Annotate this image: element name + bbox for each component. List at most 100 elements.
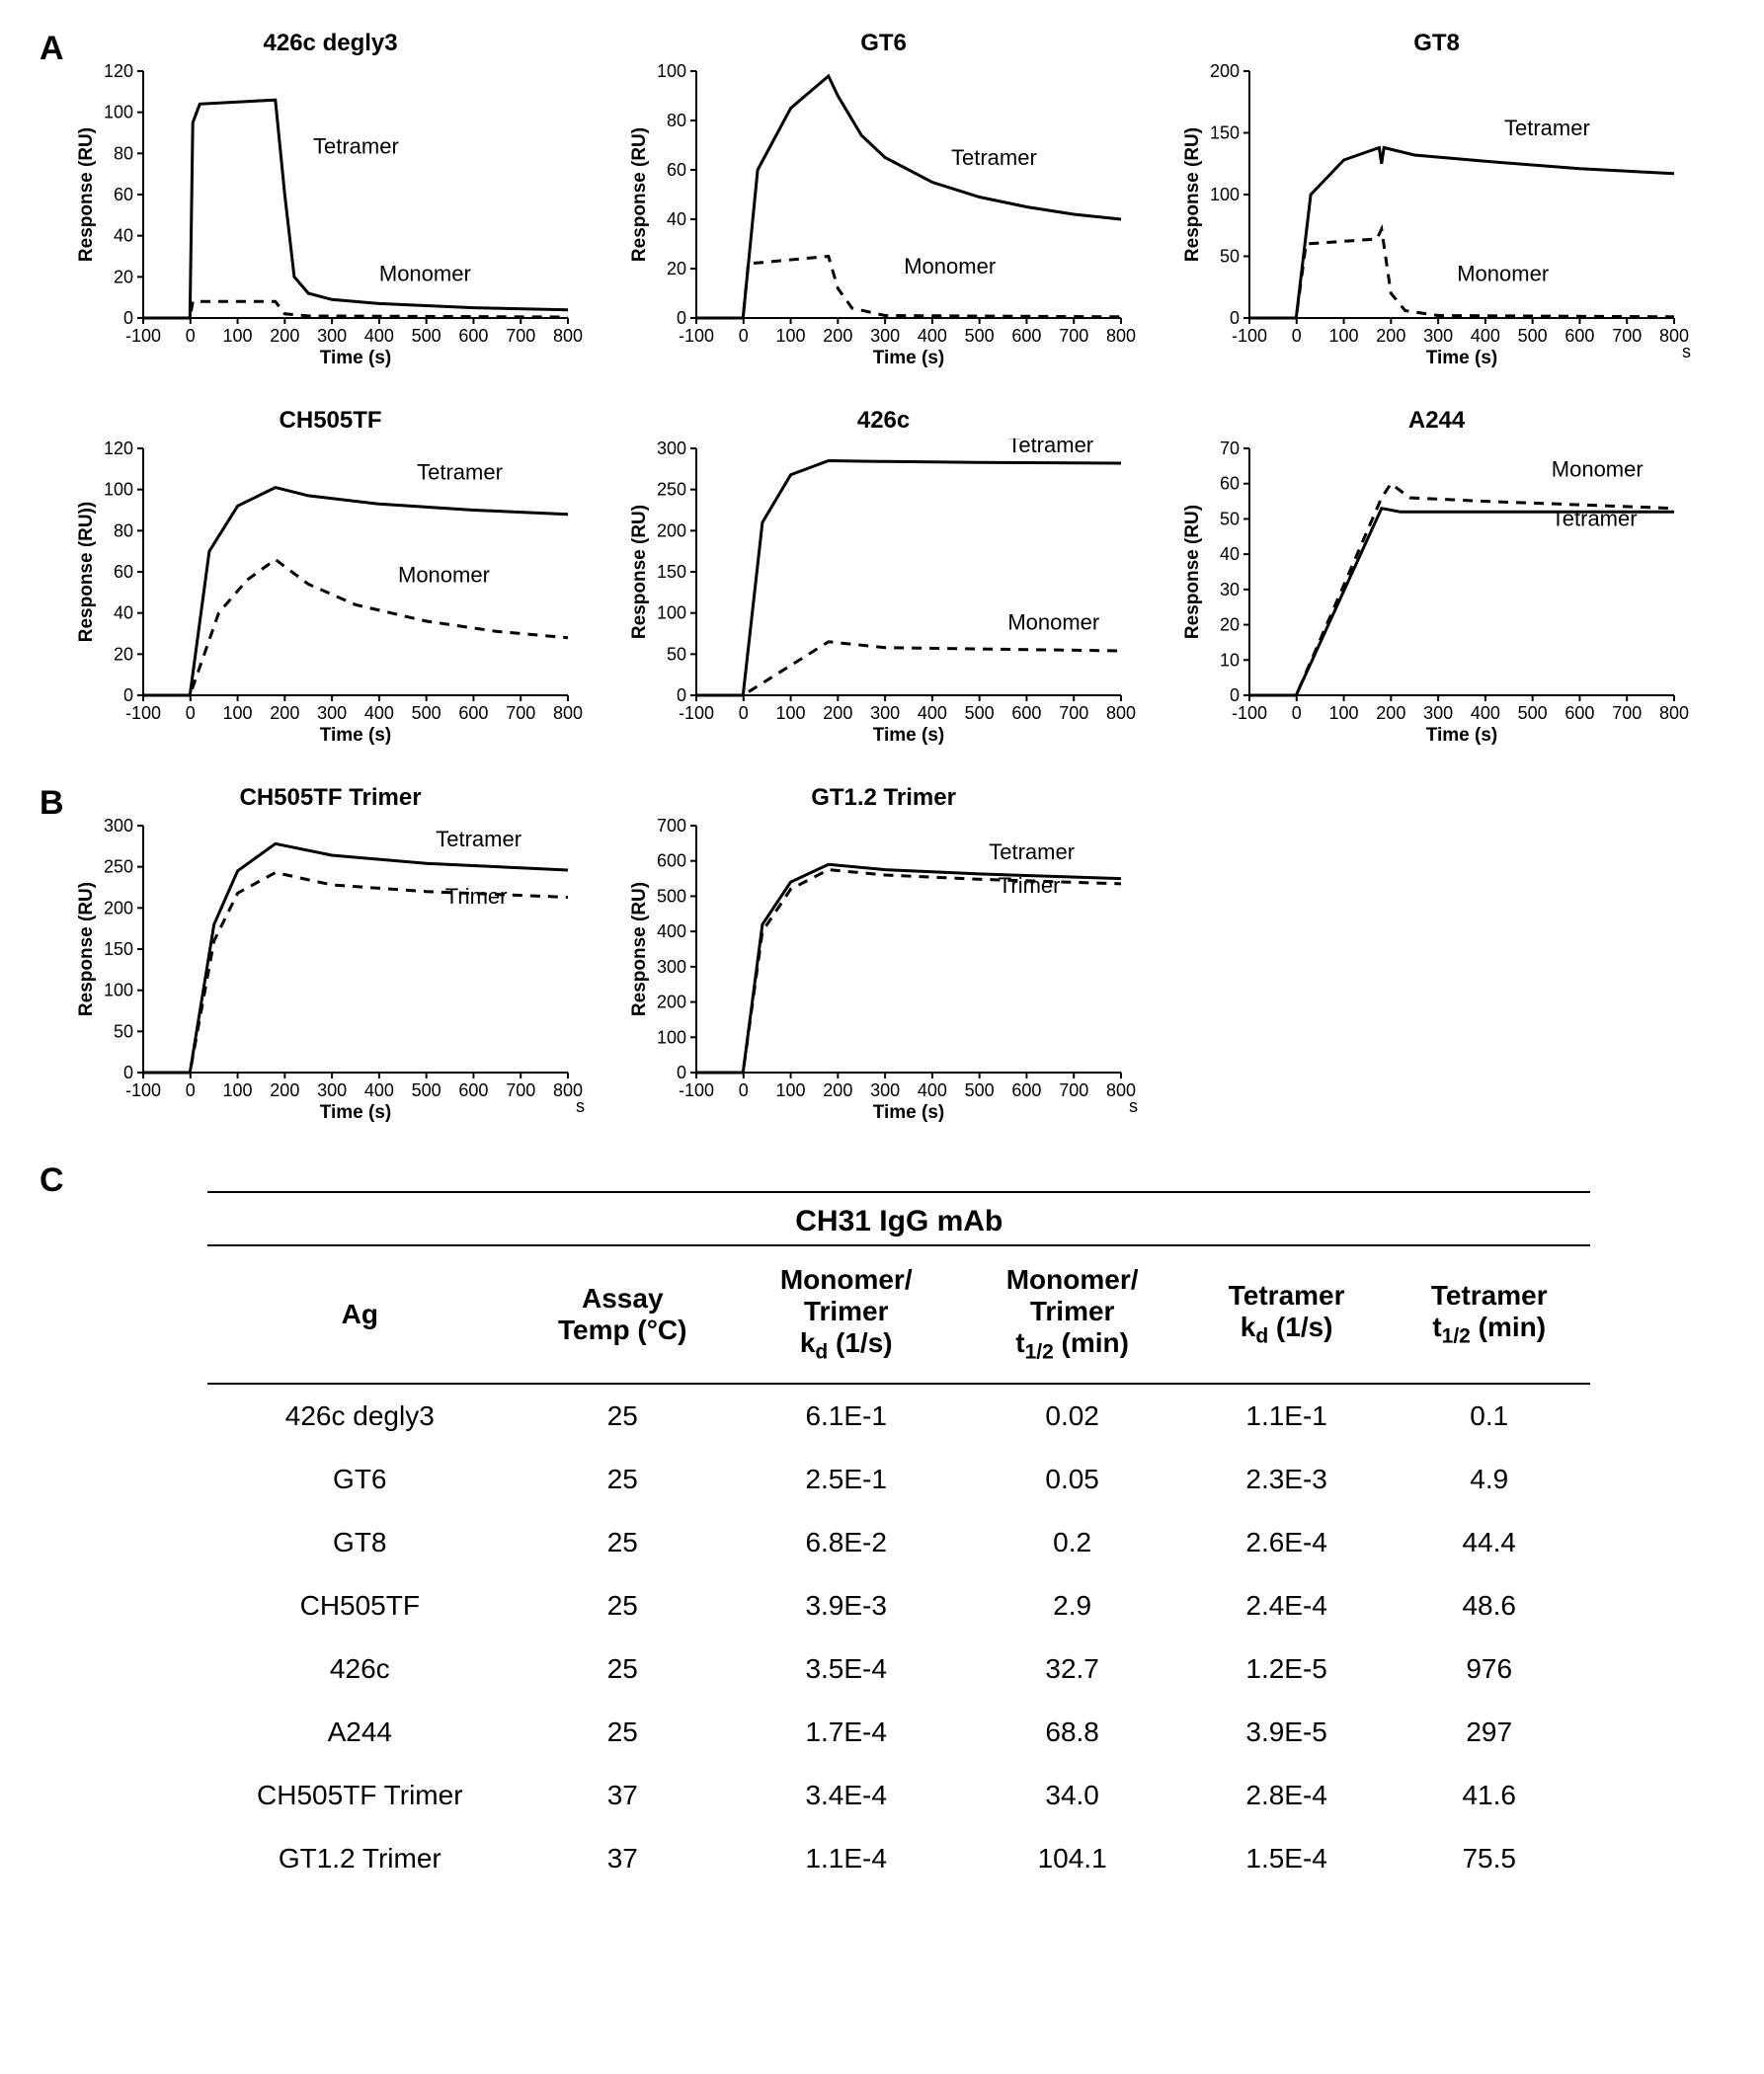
svg-text:600: 600: [1564, 326, 1594, 346]
table-row: A244251.7E-468.83.9E-5297: [207, 1701, 1590, 1764]
svg-text:500: 500: [411, 1080, 441, 1100]
chart-panel: 426c degly3020406080100120-1000100200300…: [74, 30, 588, 377]
svg-text:50: 50: [114, 1021, 133, 1041]
series-label: Monomer: [398, 562, 490, 587]
table-cell: 6.8E-2: [733, 1511, 959, 1574]
table-cell: 426c: [207, 1637, 512, 1701]
svg-text:100: 100: [1328, 703, 1358, 723]
svg-text:120: 120: [104, 439, 133, 458]
table-cell: CH505TF: [207, 1574, 512, 1637]
svg-text:120: 120: [104, 61, 133, 81]
svg-text:80: 80: [667, 111, 686, 130]
svg-text:300: 300: [317, 703, 347, 723]
svg-text:50: 50: [667, 644, 686, 664]
svg-text:Response (RU)): Response (RU)): [76, 502, 97, 643]
chart-svg: 010203040506070-100010020030040050060070…: [1180, 439, 1694, 755]
table-cell: 75.5: [1388, 1827, 1590, 1890]
svg-text:40: 40: [667, 209, 686, 229]
svg-text:-100: -100: [679, 703, 714, 723]
svg-text:200: 200: [1376, 326, 1405, 346]
table-cell: 25: [512, 1448, 733, 1511]
table-title: CH31 IgG mAb: [207, 1191, 1590, 1244]
svg-text:400: 400: [363, 1080, 393, 1100]
svg-text:s: s: [1682, 342, 1691, 361]
monomer-line: [696, 870, 1121, 1073]
series-label: Tetramer: [1007, 439, 1093, 457]
table-cell: 34.0: [959, 1764, 1185, 1827]
table-cell: 104.1: [959, 1827, 1185, 1890]
svg-text:50: 50: [1220, 247, 1240, 267]
chart-title: GT6: [627, 30, 1141, 57]
svg-text:0: 0: [123, 685, 133, 705]
chart-title: GT1.2 Trimer: [627, 784, 1141, 812]
tetramer-line: [1249, 509, 1674, 695]
svg-text:600: 600: [1564, 703, 1594, 723]
chart-svg: 020406080100-100010020030040050060070080…: [627, 61, 1141, 377]
table-cell: 0.05: [959, 1448, 1185, 1511]
svg-text:80: 80: [114, 143, 133, 163]
svg-text:500: 500: [964, 1080, 994, 1100]
series-label: Monomer: [1457, 262, 1549, 286]
table-cell: 1.5E-4: [1185, 1827, 1388, 1890]
svg-text:700: 700: [1059, 326, 1088, 346]
table-header-cell: Tetramert1/2 (min): [1388, 1245, 1590, 1384]
svg-text:250: 250: [657, 480, 686, 500]
svg-text:150: 150: [657, 562, 686, 582]
table-header-cell: Monomer/Trimert1/2 (min): [959, 1245, 1185, 1384]
table-row: 426c degly3256.1E-10.021.1E-10.1: [207, 1384, 1590, 1448]
svg-text:-100: -100: [125, 1080, 161, 1100]
svg-text:200: 200: [1376, 703, 1405, 723]
svg-text:0: 0: [185, 1080, 195, 1100]
svg-text:70: 70: [1220, 439, 1240, 458]
table-cell: 25: [512, 1384, 733, 1448]
series-label: Monomer: [1007, 609, 1099, 634]
svg-text:0: 0: [123, 1063, 133, 1082]
svg-text:Time (s): Time (s): [872, 1102, 944, 1123]
chart-panel: A244010203040506070-10001002003004005006…: [1180, 407, 1694, 755]
chart-panel: 426c050100150200250300-10001002003004005…: [627, 407, 1141, 755]
chart-svg: 050100150200250300-100010020030040050060…: [74, 816, 588, 1132]
svg-text:300: 300: [870, 326, 900, 346]
svg-text:0: 0: [123, 308, 133, 328]
svg-text:100: 100: [657, 1027, 686, 1047]
svg-text:800: 800: [1106, 326, 1136, 346]
svg-text:-100: -100: [1232, 703, 1267, 723]
svg-text:0: 0: [1230, 308, 1240, 328]
svg-text:100: 100: [222, 703, 252, 723]
svg-text:700: 700: [1059, 703, 1088, 723]
svg-text:200: 200: [270, 703, 299, 723]
svg-text:20: 20: [667, 259, 686, 279]
chart-title: 426c: [627, 407, 1141, 435]
svg-text:Response (RU): Response (RU): [76, 127, 97, 262]
svg-text:100: 100: [657, 61, 686, 81]
table-cell: 3.9E-3: [733, 1574, 959, 1637]
svg-text:20: 20: [1220, 615, 1240, 635]
svg-text:400: 400: [1470, 703, 1499, 723]
svg-text:800: 800: [553, 703, 583, 723]
svg-text:100: 100: [1328, 326, 1358, 346]
svg-text:Response (RU): Response (RU): [76, 882, 97, 1016]
table-cell: CH505TF Trimer: [207, 1764, 512, 1827]
svg-text:600: 600: [1011, 703, 1041, 723]
chart-panel: CH505TF020406080100120-10001002003004005…: [74, 407, 588, 755]
svg-text:600: 600: [1011, 326, 1041, 346]
table-cell: 1.1E-1: [1185, 1384, 1388, 1448]
table-cell: GT8: [207, 1511, 512, 1574]
chart-title: GT8: [1180, 30, 1694, 57]
table-cell: 25: [512, 1637, 733, 1701]
svg-text:-100: -100: [1232, 326, 1267, 346]
svg-text:0: 0: [677, 685, 686, 705]
svg-text:Time (s): Time (s): [1425, 725, 1497, 746]
table-cell: 1.2E-5: [1185, 1637, 1388, 1701]
svg-text:100: 100: [222, 1080, 252, 1100]
table-header-cell: Tetramerkd (1/s): [1185, 1245, 1388, 1384]
svg-text:150: 150: [104, 939, 133, 959]
svg-text:s: s: [576, 1096, 585, 1116]
svg-text:200: 200: [823, 1080, 852, 1100]
svg-text:500: 500: [657, 886, 686, 906]
panel-row: CH505TF020406080100120-10001002003004005…: [74, 407, 1724, 755]
table-cell: 44.4: [1388, 1511, 1590, 1574]
svg-text:600: 600: [1011, 1080, 1041, 1100]
section-label-b: B: [40, 784, 64, 823]
section-label-c: C: [40, 1161, 64, 1200]
